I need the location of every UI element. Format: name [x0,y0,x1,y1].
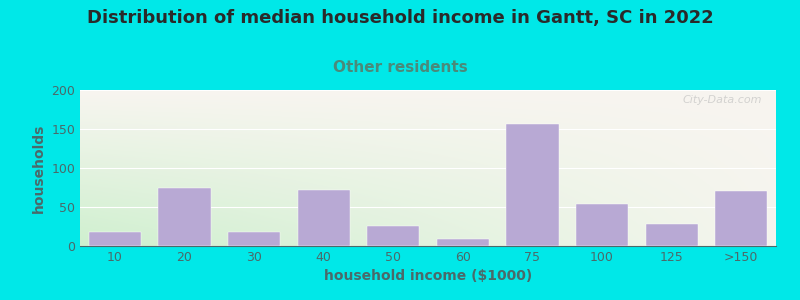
Bar [576,204,628,246]
Bar [89,232,141,246]
Text: City-Data.com: City-Data.com [682,95,762,105]
Bar [228,232,280,246]
X-axis label: household income ($1000): household income ($1000) [324,269,532,284]
Text: Other residents: Other residents [333,60,467,75]
Bar [367,226,419,246]
Bar [158,188,210,246]
Bar [298,190,350,246]
Bar [646,224,698,246]
Bar [506,124,558,246]
Bar [437,239,489,246]
Text: Distribution of median household income in Gantt, SC in 2022: Distribution of median household income … [86,9,714,27]
Y-axis label: households: households [32,123,46,213]
Bar [715,191,767,246]
